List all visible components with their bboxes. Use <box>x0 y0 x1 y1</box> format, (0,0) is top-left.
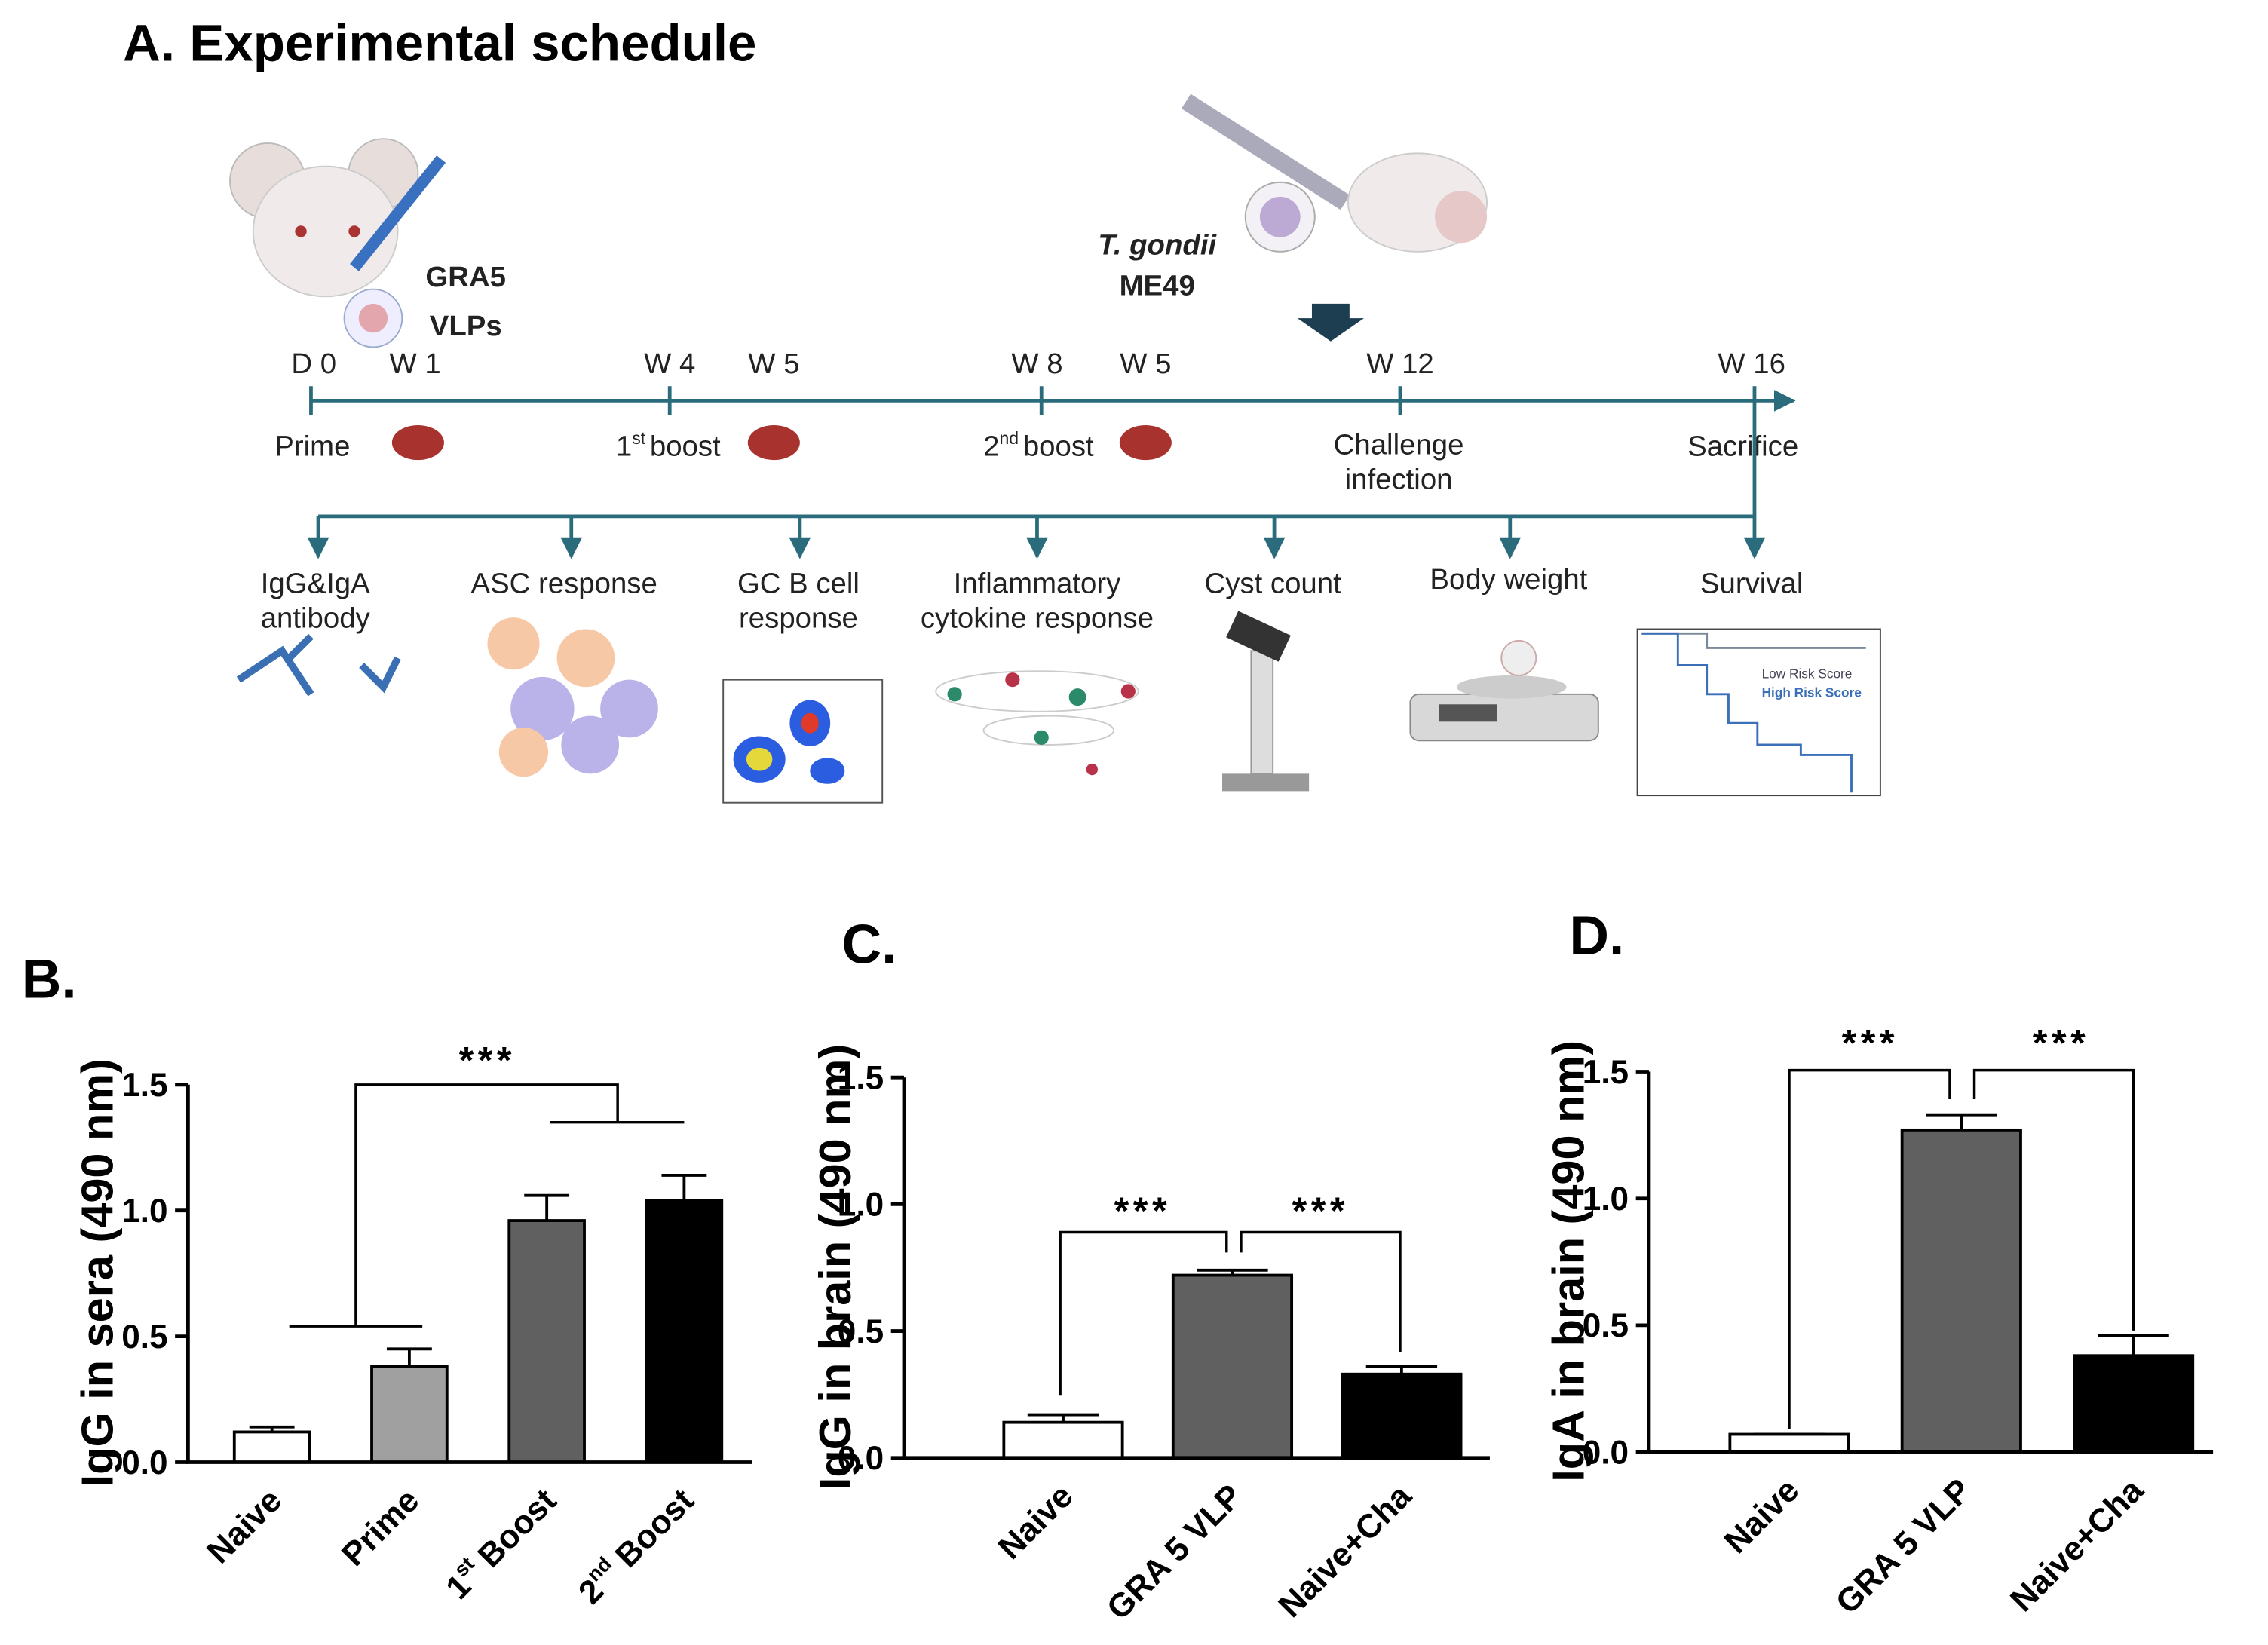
timepoint: W 16 <box>1718 348 1785 380</box>
axes <box>1647 1071 2214 1454</box>
boost-markers <box>391 425 1172 461</box>
readout: cytokine response <box>921 602 1154 635</box>
vaccine-label: GRA5 <box>425 261 506 293</box>
bar <box>1002 1420 1124 1460</box>
y-tick-label: 1.5 <box>838 1060 884 1097</box>
schedule-title: A. Experimental schedule <box>123 14 756 72</box>
bar <box>2073 1354 2195 1454</box>
y-axis-label: IgG in sera (490 nm) <box>72 1058 123 1487</box>
bar <box>1728 1432 1850 1454</box>
significance-label: *** <box>459 1039 516 1081</box>
readout: Inflammatory <box>954 568 1122 600</box>
y-tick-label: 1.5 <box>1583 1054 1629 1091</box>
x-tick-label: Naive <box>200 1482 289 1571</box>
y-tick-label: 1.5 <box>121 1067 167 1104</box>
significance-bracket <box>1788 1068 1951 1429</box>
x-tick-label: GRA 5 VLP <box>1100 1478 1249 1627</box>
x-tick-label: Naive+Cha <box>2003 1472 2150 1619</box>
event: infection <box>1345 463 1453 495</box>
timepoint: D 0 <box>291 348 336 380</box>
bar <box>507 1219 586 1464</box>
timepoint: W 12 <box>1366 348 1434 380</box>
panel-title: D. <box>1569 905 1624 966</box>
y-tick-label: 0.5 <box>121 1319 167 1356</box>
bar <box>1171 1273 1294 1460</box>
event: Challenge <box>1334 428 1464 461</box>
significance-bracket <box>1240 1230 1402 1352</box>
challenge-icon <box>1181 93 1488 342</box>
x-tick-label: GRA 5 VLP <box>1829 1472 1978 1621</box>
timepoint: W 5 <box>748 348 799 380</box>
readout: GC B cell <box>737 568 860 600</box>
readout-icons <box>236 611 1881 804</box>
readout: response <box>739 602 858 635</box>
y-axis-label: IgG in brain (490 nm) <box>810 1044 860 1490</box>
readout: Survival <box>1700 568 1803 600</box>
bar <box>370 1365 449 1464</box>
survival-legend: High Risk Score <box>1762 685 1862 700</box>
y-tick-label: 0.0 <box>838 1440 884 1477</box>
significance-label: *** <box>2033 1022 2089 1064</box>
y-tick-label: 1.0 <box>121 1193 167 1230</box>
bar <box>232 1430 311 1464</box>
significance-label: *** <box>1114 1190 1171 1232</box>
x-tick-label: 1stBoost <box>437 1479 564 1607</box>
readout: Body weight <box>1430 563 1587 596</box>
label-part: Boost <box>471 1481 564 1574</box>
significance-label: *** <box>1292 1190 1349 1232</box>
parasite-label: T. gondii <box>1098 229 1217 262</box>
significance-bracket <box>1059 1230 1228 1396</box>
readout-branches <box>307 415 1766 559</box>
x-tick-label: 2ndBoost <box>569 1479 701 1611</box>
y-tick-label: 0.0 <box>1583 1434 1629 1471</box>
bar <box>645 1199 724 1464</box>
axes <box>902 1077 1490 1460</box>
significance-bracket <box>1972 1068 2135 1331</box>
y-tick-label: 0.5 <box>1583 1307 1629 1344</box>
panel-title: C. <box>841 914 896 976</box>
readout: antibody <box>261 602 371 635</box>
event: 2nd boost <box>983 428 1094 462</box>
bar <box>1900 1128 2022 1454</box>
timepoint: W 1 <box>389 348 440 380</box>
significance-bracket <box>289 1083 685 1328</box>
event: Prime <box>274 430 350 462</box>
vaccine-label: VLPs <box>430 310 502 342</box>
parasite-label: ME49 <box>1120 269 1195 302</box>
x-tick-label: Naive+Cha <box>1271 1478 1418 1625</box>
panel-title: B. <box>22 949 77 1010</box>
timepoint: W 4 <box>644 348 695 380</box>
axes <box>185 1084 752 1464</box>
readout: Cyst count <box>1205 568 1342 600</box>
timepoint: W 8 <box>1011 348 1062 380</box>
event: Sacrifice <box>1687 430 1798 462</box>
y-tick-label: 0.5 <box>838 1313 884 1350</box>
significance-label: *** <box>1842 1022 1899 1064</box>
survival-legend: Low Risk Score <box>1762 666 1853 682</box>
y-tick-label: 1.0 <box>1583 1181 1629 1218</box>
readout: ASC response <box>470 568 657 600</box>
y-tick-label: 0.0 <box>121 1444 167 1481</box>
timeline-ticks <box>309 386 1757 415</box>
x-tick-label: Naive <box>1718 1472 1807 1561</box>
mouse-icon <box>229 138 446 348</box>
y-tick-label: 1.0 <box>838 1187 884 1224</box>
readout: IgG&IgA <box>261 568 370 600</box>
x-tick-label: Naive <box>991 1478 1080 1567</box>
x-tick-label: Prime <box>335 1482 426 1573</box>
y-axis-label: IgA in brain (490 nm) <box>1543 1040 1594 1482</box>
event: 1st boost <box>616 428 721 462</box>
bar <box>1341 1372 1463 1460</box>
timepoint: W 5 <box>1120 348 1171 380</box>
label-part: Boost <box>608 1481 701 1574</box>
